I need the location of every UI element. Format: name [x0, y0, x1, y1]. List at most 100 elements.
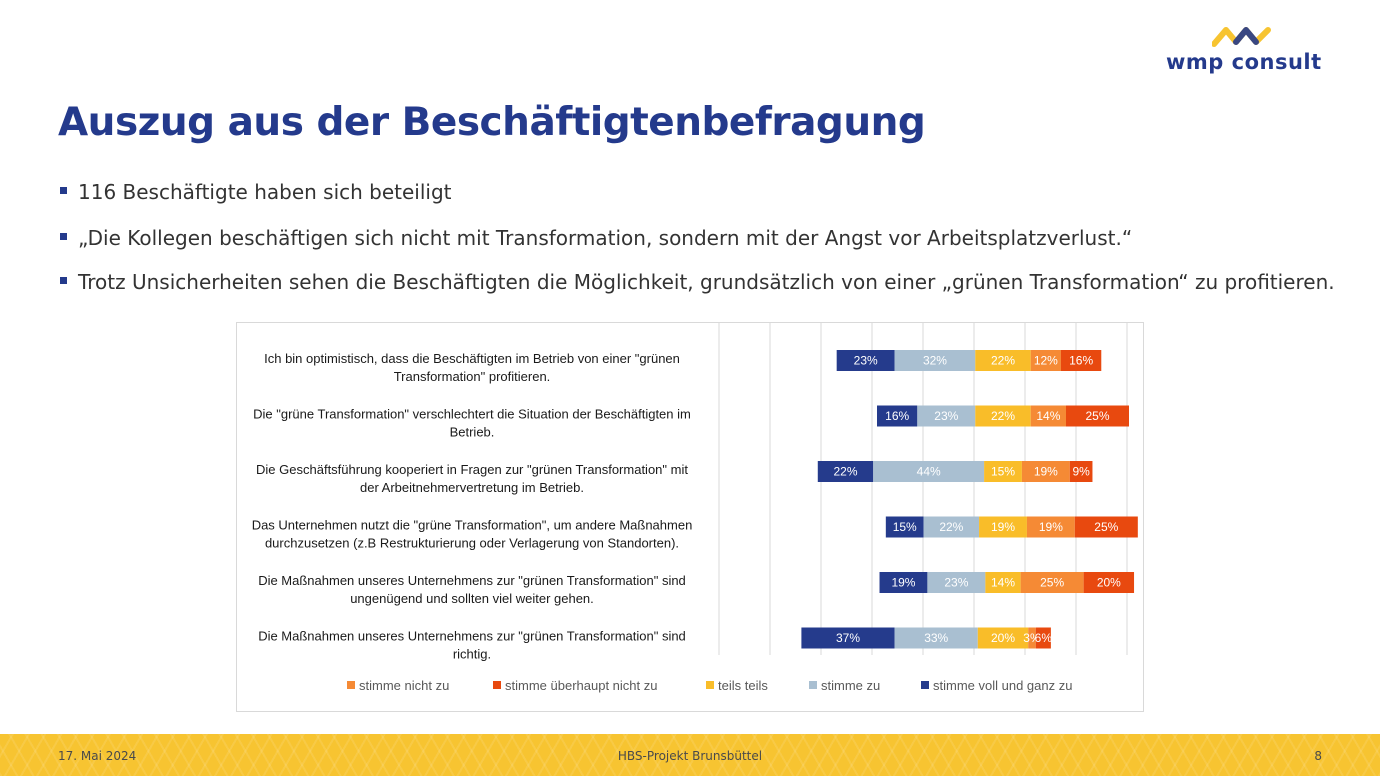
- legend-entry: stimme nicht zu: [359, 678, 449, 693]
- data-label: 22%: [991, 354, 1015, 368]
- data-label: 25%: [1094, 520, 1118, 534]
- data-label: 23%: [944, 576, 968, 590]
- footer-date: 17. Mai 2024: [58, 749, 137, 763]
- bar-segment: [977, 627, 1029, 649]
- category-label: richtig.: [453, 647, 491, 662]
- category-label: Ich bin optimistisch, dass die Beschäfti…: [264, 351, 680, 366]
- wmp-consult-logo: wmp consult: [1160, 26, 1330, 76]
- bullet-square-icon: [60, 233, 67, 240]
- page-number: 8: [1314, 749, 1322, 763]
- bar-segment: [873, 461, 985, 482]
- bar-segment: [1021, 461, 1070, 482]
- bar-segment: [985, 572, 1021, 593]
- legend-swatch: [347, 681, 355, 689]
- data-label: 22%: [991, 409, 1015, 423]
- data-label: 25%: [1085, 409, 1109, 423]
- bar-segment: [979, 516, 1027, 538]
- category-label: Transformation" profitieren.: [394, 369, 551, 384]
- bullet-item: Trotz Unsicherheiten sehen die Beschäfti…: [60, 270, 1335, 294]
- data-label: 9%: [1072, 465, 1090, 479]
- data-label: 19%: [1034, 465, 1058, 479]
- footer-project: HBS-Projekt Brunsbüttel: [617, 749, 763, 763]
- footer-bar: 17. Mai 2024 HBS-Projekt Brunsbüttel 8: [0, 734, 1380, 776]
- bar-segment: [1069, 461, 1093, 482]
- data-label: 37%: [836, 631, 860, 645]
- legend-swatch: [706, 681, 714, 689]
- bar-segment: [801, 627, 895, 649]
- category-label: Die Geschäftsführung kooperiert in Frage…: [256, 462, 688, 477]
- bar-segment: [1028, 627, 1036, 649]
- bar-segment: [836, 350, 895, 371]
- category-label: Die Maßnahmen unseres Unternehmens zur "…: [258, 629, 686, 644]
- bar-segment: [1083, 572, 1135, 593]
- legend-swatch: [809, 681, 817, 689]
- data-label: 44%: [917, 465, 941, 479]
- bar-segment: [879, 572, 928, 593]
- bullet-text: „Die Kollegen beschäftigen sich nicht mi…: [78, 226, 1133, 250]
- bullet-text: Trotz Unsicherheiten sehen die Beschäfti…: [78, 270, 1335, 294]
- data-label: 32%: [923, 354, 947, 368]
- data-label: 16%: [1069, 354, 1093, 368]
- bullet-square-icon: [60, 187, 67, 194]
- bar-segment: [917, 405, 976, 427]
- bullet-item: 116 Beschäftigte haben sich beteiligt: [60, 180, 452, 204]
- data-label: 20%: [991, 631, 1015, 645]
- data-label: 25%: [1040, 576, 1064, 590]
- legend-entry: stimme überhaupt nicht zu: [505, 678, 657, 693]
- bar-segment: [1026, 516, 1075, 538]
- data-label: 19%: [991, 520, 1015, 534]
- data-label: 16%: [885, 409, 909, 423]
- category-label: der Arbeitnehmervertretung im Betrieb.: [360, 480, 584, 495]
- data-label: 22%: [833, 465, 857, 479]
- data-label: 12%: [1034, 354, 1058, 368]
- data-label: 23%: [934, 409, 958, 423]
- bar-segment: [817, 461, 874, 482]
- bullet-square-icon: [60, 277, 67, 284]
- category-label: Das Unternehmen nutzt die "grüne Transfo…: [252, 518, 693, 533]
- bar-segment: [927, 572, 986, 593]
- bar-segment: [1074, 516, 1138, 538]
- bar-segment: [1060, 350, 1102, 371]
- bar-segment: [984, 461, 1022, 482]
- bar-segment: [1030, 405, 1066, 427]
- data-label: 23%: [854, 354, 878, 368]
- bar-segment: [1030, 350, 1061, 371]
- category-label: Betrieb.: [450, 425, 495, 440]
- data-label: 22%: [939, 520, 963, 534]
- data-label: 20%: [1097, 576, 1121, 590]
- data-label: 33%: [924, 631, 948, 645]
- bar-segment: [975, 350, 1031, 371]
- legend-swatch: [493, 681, 501, 689]
- data-label: 14%: [1036, 409, 1060, 423]
- category-label: durchzusetzen (z.B Restrukturierung oder…: [265, 536, 679, 551]
- bullet-text: 116 Beschäftigte haben sich beteiligt: [78, 180, 452, 204]
- legend-entry: stimme zu: [821, 678, 880, 693]
- category-label: Die "grüne Transformation" verschlechter…: [253, 407, 691, 422]
- bar-segment: [877, 405, 918, 427]
- survey-chart: Ich bin optimistisch, dass die Beschäfti…: [236, 322, 1144, 712]
- logo-wordmark: wmp consult: [1166, 50, 1322, 74]
- legend-entry: teils teils: [718, 678, 768, 693]
- bar-segment: [894, 350, 976, 371]
- page-title: Auszug aus der Beschäftigtenbefragung: [58, 100, 926, 145]
- bar-segment: [1035, 627, 1051, 649]
- bar-segment: [885, 516, 924, 538]
- bar-segment: [894, 627, 978, 649]
- data-label: 19%: [891, 576, 915, 590]
- data-label: 15%: [991, 465, 1015, 479]
- bar-segment: [1020, 572, 1084, 593]
- legend-entry: stimme voll und ganz zu: [933, 678, 1072, 693]
- chart-canvas: Ich bin optimistisch, dass die Beschäfti…: [252, 323, 1138, 693]
- data-label: 6%: [1035, 631, 1053, 645]
- category-label: ungenügend und sollten viel weiter gehen…: [350, 591, 594, 606]
- category-label: Die Maßnahmen unseres Unternehmens zur "…: [258, 573, 686, 588]
- data-label: 15%: [893, 520, 917, 534]
- data-label: 19%: [1039, 520, 1063, 534]
- legend-swatch: [921, 681, 929, 689]
- bar-segment: [923, 516, 980, 538]
- bar-segment: [975, 405, 1031, 427]
- bullet-item: „Die Kollegen beschäftigen sich nicht mi…: [60, 226, 1132, 250]
- data-label: 14%: [991, 576, 1015, 590]
- wave-logo-icon: [1212, 27, 1271, 47]
- bar-segment: [1066, 405, 1129, 427]
